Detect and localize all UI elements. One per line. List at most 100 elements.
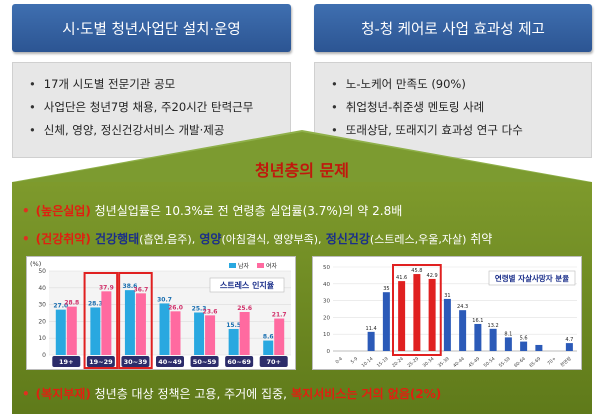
x-tick-label: 40~49 (158, 358, 182, 366)
y-tick-label: 40 (323, 282, 330, 288)
x-tick-label: 19+ (59, 358, 74, 366)
bar-male (124, 290, 135, 355)
bar (504, 337, 512, 351)
y-tick-label: 50 (323, 265, 330, 271)
bar (474, 323, 482, 351)
text-welfare: 청년층 대상 정책은 고용, 주거에 집중, (90, 387, 287, 401)
data-label: 30.7 (157, 296, 172, 303)
paren-mental-health: (스트레스,우울,자살) (369, 233, 467, 246)
x-tick-label: 45-49 (467, 356, 481, 369)
data-label: 26.0 (168, 304, 183, 311)
bar-female (205, 315, 216, 355)
list-item: 또래상담, 또래지기 효과성 연구 다수 (331, 119, 591, 142)
data-label: 38.6 (123, 283, 138, 290)
bar-female (135, 293, 146, 355)
bar-male (228, 328, 239, 355)
bar-male (159, 303, 170, 355)
bar-female (66, 306, 77, 355)
legend-label-male: 남자 (238, 262, 250, 270)
text-vulnerable: 취약 (466, 232, 493, 246)
x-tick-label: 0-4 (334, 356, 344, 365)
bar-male (263, 340, 274, 355)
bar (459, 310, 467, 351)
y-tick-label: 50 (38, 268, 46, 275)
data-label: 4.7 (565, 337, 573, 343)
header-left: 시·도별 청년사업단 설치·운영 (12, 4, 291, 52)
chart-suicide: 50 40 30 20 10 0 0-4 5-9 11.4 10-14 35 15-19 41.6 20-… (312, 256, 582, 370)
bar (489, 328, 497, 351)
suicide-chart-svg: 50 40 30 20 10 00-4 5-9 11.4 10-14 35 15-19 41.6 20-… (323, 264, 577, 369)
data-label: 28.8 (64, 300, 79, 307)
y-tick-label: 0 (327, 349, 331, 355)
data-label: 25.3 (192, 305, 207, 312)
chart-title: 스트레스 인지율 (220, 280, 275, 290)
x-tick-label: 19~29 (89, 358, 113, 366)
keyword-health-behavior: 건강행태 (90, 232, 140, 246)
tag-unemployment: (높은실업) (35, 204, 91, 218)
x-tick-label: 60~69 (227, 358, 251, 366)
x-tick-label: 60-64 (513, 356, 527, 369)
x-tick-label: 50-54 (483, 356, 497, 369)
x-tick-label: 40-44 (452, 356, 466, 369)
y-tick-label: 20 (323, 315, 330, 321)
bar (413, 274, 421, 351)
bar (398, 281, 406, 351)
x-tick-label: 35-39 (437, 356, 451, 369)
y-tick-label: 20 (38, 318, 46, 325)
bar-female (239, 311, 250, 355)
list-item: 노-노케어 만족도 (90%) (331, 73, 591, 96)
tag-welfare: (복지부재) (35, 387, 91, 401)
problem-line-welfare: • (복지부재) 청년층 대상 정책은 고용, 주거에 집중, 복지서비스는 거의… (22, 387, 442, 401)
data-label: 37.9 (99, 284, 114, 291)
problem-line-health: • (건강취약) 건강행태(흡연,음주), 영양(아침결식, 영양부족), 정신건… (22, 232, 493, 246)
x-tick-label: 25-29 (406, 356, 420, 369)
y-axis-unit: (%) (30, 260, 41, 268)
x-tick-label: 15-19 (376, 356, 390, 369)
list-item: 17개 시도별 전문기관 공모 (29, 73, 290, 96)
bar (382, 292, 390, 351)
highlight-box (392, 264, 442, 356)
data-label: 23.6 (203, 308, 218, 315)
data-label: 16.1 (472, 318, 483, 324)
y-tick-label: 30 (38, 302, 46, 309)
keyword-nutrition: 영양 (195, 232, 222, 246)
keyword-mental-health: 정신건강 (321, 232, 370, 246)
x-tick-label: 30-34 (422, 356, 436, 369)
data-label: 8.6 (263, 334, 274, 341)
problem-line-unemployment: • (높은실업) 청년실업률은 10.3%로 전 연령층 실업률(3.7%)의 약… (22, 204, 403, 218)
x-tick-bg (225, 356, 254, 367)
x-tick-bg (121, 356, 150, 367)
bar (565, 343, 573, 351)
x-tick-label: 30~39 (124, 358, 148, 366)
chart-title: 연령별 자살사망자 분율 (495, 273, 569, 283)
box-left: 17개 시도별 전문기관 공모 사업단은 청년7명 채용, 주20시간 탄력근무… (12, 62, 291, 158)
bar-female (274, 318, 285, 355)
legend-swatch-male (229, 263, 236, 268)
y-tick-label: 0 (42, 352, 46, 359)
x-tick-bg (259, 356, 288, 367)
x-tick-bg (52, 356, 81, 367)
x-tick-label: 10-14 (361, 356, 375, 369)
bar (428, 278, 436, 351)
data-label: 31 (444, 293, 450, 299)
x-tick-bg (86, 356, 115, 367)
stress-chart-svg: (%)50 40 30 20 10 0 27.028.8 19+ 28.3 37.9 19~29 38… (30, 260, 291, 369)
x-tick-label: 70+ (266, 358, 281, 366)
data-label: 15.5 (226, 322, 241, 329)
data-label: 36.7 (134, 286, 149, 293)
x-tick-label: 20-24 (391, 356, 405, 369)
data-label: 13.2 (488, 323, 499, 329)
highlight-box (83, 272, 119, 369)
data-label: 28.3 (88, 300, 103, 307)
tag-health: (건강취약) (35, 232, 91, 246)
data-label: 5.6 (520, 336, 528, 342)
x-tick-bg (156, 356, 184, 367)
chart-title-bg (488, 270, 576, 286)
bar-female (101, 291, 112, 355)
bar (367, 331, 375, 351)
bar-male (55, 309, 66, 355)
list-item: 취업청년-취준생 멘토링 사례 (331, 96, 591, 119)
data-label: 42.9 (427, 273, 438, 279)
data-label: 21.7 (272, 312, 287, 319)
x-tick-label: 70+ (546, 356, 557, 367)
